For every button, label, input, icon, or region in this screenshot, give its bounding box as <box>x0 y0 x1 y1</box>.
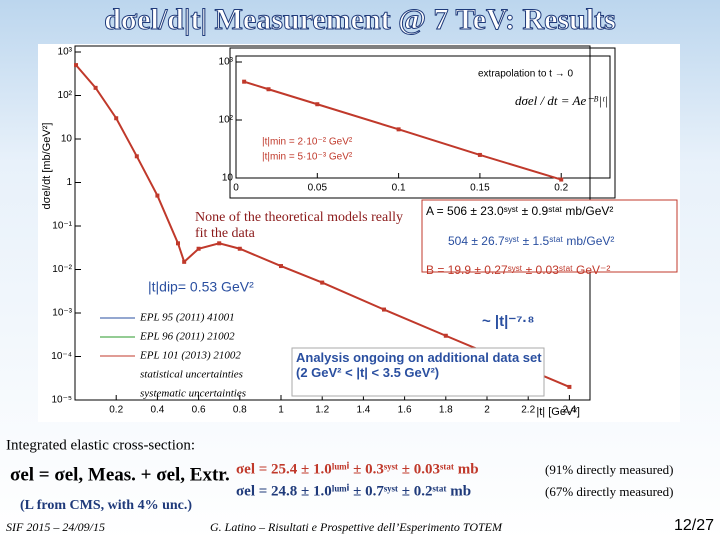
y-tick-label: 10⁻⁵ <box>51 395 72 406</box>
data-point <box>217 241 222 246</box>
bottom-formula: σel = σel, Meas. + σel, Extr. <box>10 464 230 485</box>
x-tick-label: 2.2 <box>521 405 535 416</box>
ongoing-text: Analysis ongoing on additional data set … <box>296 350 542 380</box>
legend-entry: EPL 95 (2011) 41001 <box>139 312 235 324</box>
y-tick-label: 10² <box>219 115 234 126</box>
y-axis-label: dσel/dt [mb/GeV²] <box>41 123 53 210</box>
main-plot: 0.2 0.4 0.6 0.8 1 1.2 1.4 1.6 1.8 2 2.2 2.4 10⁻⁵ 10⁻⁴… <box>41 45 591 418</box>
data-point <box>396 127 401 132</box>
fit-text: 504 ± 26.7ˢʸˢᵗ ± 1.5ˢᵗᵃᵗ mb/GeV² <box>448 234 614 248</box>
y-tick-label: 1 <box>66 177 72 188</box>
data-point <box>242 79 247 84</box>
x-tick-label: 1 <box>278 405 284 416</box>
y-tick-label: 10³ <box>58 47 73 58</box>
y-tick-label: 10³ <box>219 57 234 68</box>
footer-left: SIF 2015 – 24/09/15 <box>6 520 105 534</box>
data-point <box>315 102 320 107</box>
data-point <box>237 246 242 251</box>
inset-text: dσel / dt = Ae⁻ᴮ|ᵗ| <box>515 93 608 108</box>
fit-box <box>421 199 678 273</box>
fit-text: B = 19.9 ± 0.27ˢʸˢᵗ ± 0.03ˢᵗᵃᵗ GeV⁻² <box>426 263 610 277</box>
data-point <box>114 116 119 121</box>
inset-plot: 0 0.05 0.1 0.15 0.2 10 10² 10³ <box>219 55 611 194</box>
data-point <box>320 280 325 285</box>
x-axis-label: |t| [GeV²] <box>536 406 580 418</box>
x-tick-label: 1.4 <box>356 405 370 416</box>
data-point <box>266 87 271 92</box>
y-tick-label: 10 <box>222 173 234 184</box>
inset-text: extrapolation to t → 0 <box>478 69 573 80</box>
result: σel = 24.8 ± 1.0ˡᵘᵐⁱ ± 0.7ˢʸˢᵗ ± 0.2ˢᵗᵃᵗ… <box>236 483 471 499</box>
data-point <box>279 264 283 269</box>
page-number: 12/27 <box>674 517 714 534</box>
result-note: (91% directly measured) <box>545 462 674 477</box>
x-tick-label: 0.6 <box>192 405 206 416</box>
data-point <box>155 193 160 198</box>
data-point <box>176 241 180 246</box>
y-tick-label: 10⁻⁴ <box>51 351 72 362</box>
data-point <box>134 154 139 159</box>
x-tick-label: 0.8 <box>233 405 247 416</box>
dip-label: |t|dip= 0.53 GeV² <box>148 279 254 295</box>
inset-text: |t|min = 5·10⁻³ GeV² <box>262 152 353 163</box>
y-tick-label: 10² <box>58 90 73 101</box>
data-point <box>182 259 187 264</box>
x-tick-label: 2 <box>484 405 490 416</box>
result-note: (67% directly measured) <box>545 484 674 499</box>
data-point <box>74 63 79 68</box>
bottom-note: (L from CMS, with 4% unc.) <box>20 498 192 513</box>
legend-entry: statistical uncertainties <box>140 369 243 381</box>
y-tick-label: 10⁻² <box>52 264 72 275</box>
inset-frame <box>229 47 616 199</box>
data-point <box>477 152 482 157</box>
power-label: ~ |t|⁻⁷·⁸ <box>482 313 535 330</box>
x-tick-label: 1.2 <box>315 405 329 416</box>
x-tick-label: 0.15 <box>470 183 490 194</box>
legend-entry: EPL 96 (2011) 21002 <box>139 331 235 343</box>
legend-entry: systematic uncertainties <box>140 388 246 400</box>
x-tick-label: 0.1 <box>392 183 406 194</box>
data-point <box>196 246 201 251</box>
y-tick-label: 10⁻³ <box>52 308 72 319</box>
ongoing-box <box>291 347 545 397</box>
models-note: None of the theoretical models really fi… <box>195 210 403 241</box>
y-tick-label: 10⁻¹ <box>52 221 72 232</box>
x-tick-label: 2.4 <box>562 405 576 416</box>
x-tick-label: 1.6 <box>398 405 412 416</box>
x-tick-label: 0.4 <box>150 405 164 416</box>
x-tick-label: 0.2 <box>109 405 123 416</box>
fit-text: A = 506 ± 23.0ˢʸˢᵗ ± 0.9ˢᵗᵃᵗ mb/GeV² <box>426 204 613 218</box>
x-tick-label: 0.05 <box>308 183 328 194</box>
inset-text: |t|min = 2·10⁻² GeV² <box>262 137 353 148</box>
legend-entry: EPL 101 (2013) 21002 <box>139 350 241 362</box>
data-point <box>567 384 572 389</box>
ongoing-note: Analysis ongoing on additional data set … <box>296 350 542 380</box>
data-point <box>382 307 386 312</box>
bottom-heading: Integrated elastic cross-section: <box>6 437 195 453</box>
data-point <box>559 177 564 182</box>
slide-title: dσel/d|t| Measurement @ 7 TeV: Results <box>104 3 616 36</box>
result: σel = 25.4 ± 1.0ˡᵘᵐⁱ ± 0.3ˢʸˢᵗ ± 0.03ˢᵗᵃ… <box>236 461 479 477</box>
y-tick-label: 10 <box>61 134 73 145</box>
data-point <box>443 333 448 338</box>
data-line <box>243 80 562 181</box>
plot-frame <box>235 55 611 179</box>
x-tick-label: 1.8 <box>439 405 453 416</box>
x-tick-label: 0.2 <box>554 183 568 194</box>
data-point <box>93 85 98 90</box>
models-text: None of the theoretical models really fi… <box>195 210 403 241</box>
footer-center: G. Latino – Risultati e Prospettive dell… <box>210 520 503 534</box>
x-tick-label: 0 <box>233 183 239 194</box>
